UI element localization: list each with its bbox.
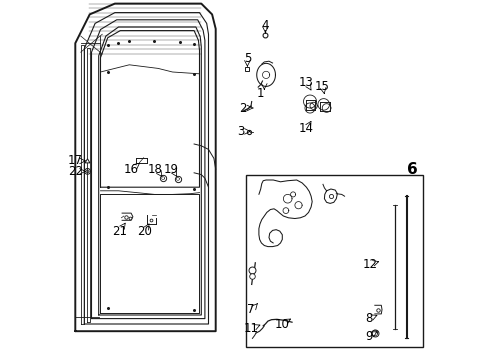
Text: 16: 16	[123, 163, 138, 176]
Text: 21: 21	[111, 225, 126, 238]
Text: 18: 18	[148, 163, 163, 176]
Text: 5: 5	[243, 52, 250, 65]
Text: 6: 6	[406, 162, 416, 177]
Text: 3: 3	[237, 125, 244, 138]
Text: 1: 1	[256, 87, 264, 100]
Text: 2: 2	[239, 102, 246, 114]
Text: 17: 17	[68, 154, 82, 167]
Bar	[246, 175, 422, 347]
Text: 19: 19	[163, 163, 178, 176]
Text: 20: 20	[137, 225, 152, 238]
Text: 9: 9	[364, 330, 372, 343]
Text: 13: 13	[298, 76, 312, 89]
Text: 8: 8	[364, 312, 372, 325]
Text: 14: 14	[298, 122, 312, 135]
Text: 4: 4	[261, 19, 268, 32]
Text: 7: 7	[246, 303, 254, 316]
Text: 10: 10	[274, 318, 289, 330]
Text: 11: 11	[243, 322, 258, 335]
Text: 12: 12	[362, 258, 377, 271]
Text: 15: 15	[314, 80, 329, 93]
Text: 22: 22	[68, 165, 82, 178]
